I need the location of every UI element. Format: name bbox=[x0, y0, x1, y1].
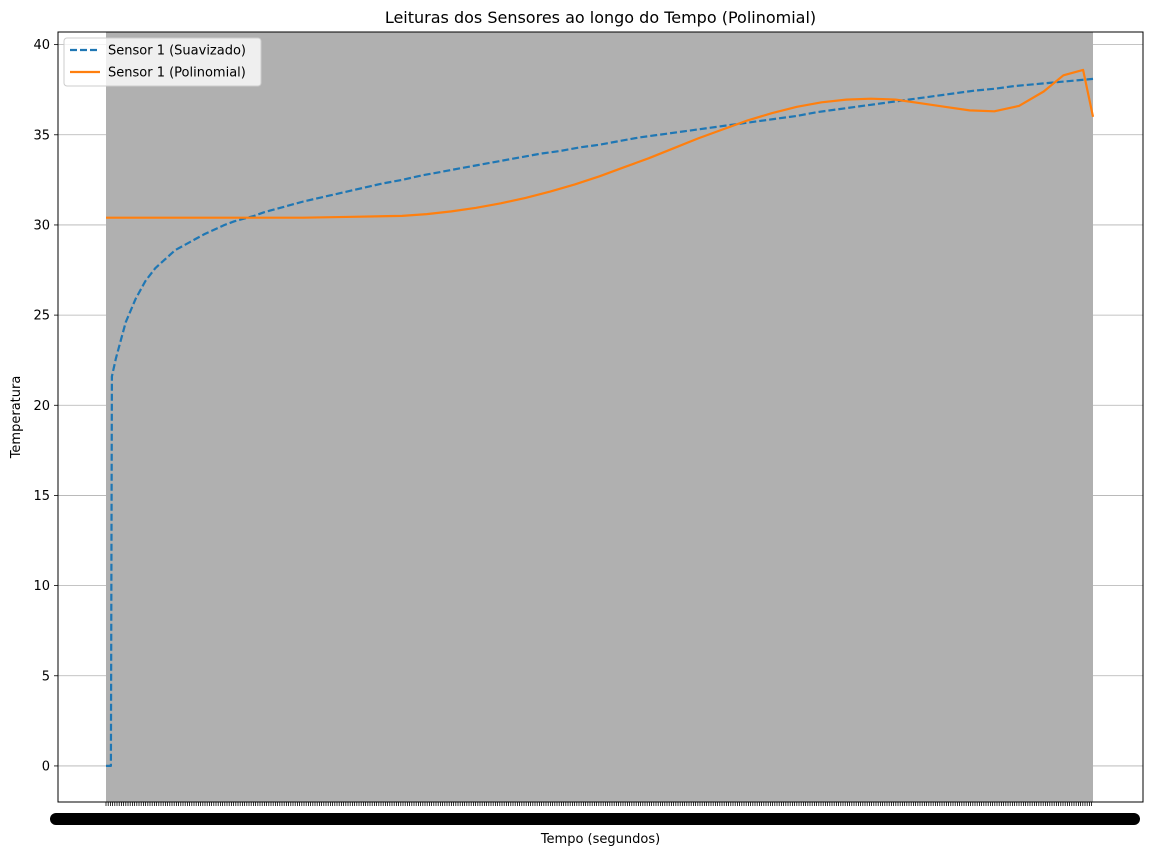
y-tick-label: 20 bbox=[33, 399, 50, 414]
x-axis-label: Tempo (segundos) bbox=[540, 832, 660, 847]
legend-box bbox=[63, 37, 262, 87]
legend: Sensor 1 (Suavizado) Sensor 1 (Polinomia… bbox=[63, 37, 262, 87]
y-tick-label: 35 bbox=[33, 128, 50, 143]
y-axis-label: Temperatura bbox=[9, 376, 24, 460]
axes-frame bbox=[57, 31, 1144, 803]
y-tick-label: 30 bbox=[33, 218, 50, 233]
y-tick-label: 40 bbox=[33, 38, 50, 53]
series-line-0 bbox=[106, 77, 1094, 767]
y-tick-label: 15 bbox=[33, 489, 50, 504]
series-line-1 bbox=[106, 68, 1095, 219]
x-tick-labels-overlap bbox=[50, 813, 1140, 825]
legend-label-polinomial: Sensor 1 (Polinomial) bbox=[108, 66, 246, 81]
background-band bbox=[106, 32, 1093, 802]
y-tick-label: 10 bbox=[33, 579, 50, 594]
chart-title: Leituras dos Sensores ao longo do Tempo … bbox=[385, 8, 816, 27]
y-tick-label: 25 bbox=[33, 309, 50, 324]
y-tick-label: 5 bbox=[42, 669, 50, 684]
legend-label-suavizado: Sensor 1 (Suavizado) bbox=[108, 44, 246, 59]
y-tick-label: 0 bbox=[42, 759, 50, 774]
